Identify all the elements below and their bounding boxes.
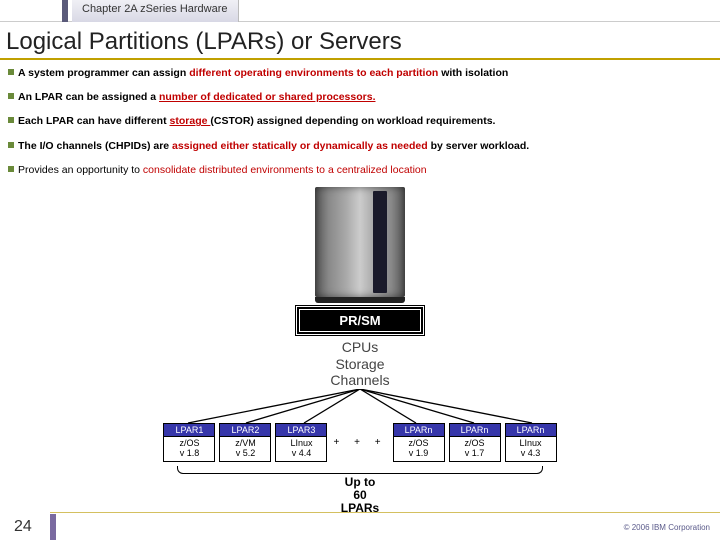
fan-lines-icon bbox=[160, 389, 560, 423]
storage-label: Storage bbox=[145, 356, 575, 373]
footer-rule bbox=[50, 512, 720, 513]
server-graphic bbox=[145, 187, 575, 302]
bullet-item: A system programmer can assign different… bbox=[8, 66, 712, 80]
lpar-name: LPARn bbox=[393, 423, 445, 437]
lpar-os: z/OSv 1.8 bbox=[163, 437, 215, 462]
lpar-os: LInuxv 4.4 bbox=[275, 437, 327, 462]
lpar-os: LInuxv 4.3 bbox=[505, 437, 557, 462]
chapter-tab: Chapter 2A zSeries Hardware bbox=[72, 0, 239, 22]
bullet-item: An LPAR can be assigned a number of dedi… bbox=[8, 90, 712, 104]
lpar-box: LPARn z/OSv 1.7 bbox=[449, 423, 501, 462]
bullet-item: The I/O channels (CHPIDs) are assigned e… bbox=[8, 139, 712, 153]
footer: 24 © 2006 IBM Corporation bbox=[0, 512, 720, 540]
brace-icon bbox=[177, 466, 543, 474]
lpar-name: LPAR2 bbox=[219, 423, 271, 437]
page-number: 24 bbox=[14, 518, 32, 536]
resource-labels: CPUs Storage Channels bbox=[145, 339, 575, 389]
lpar-row: LPAR1 z/OSv 1.8 LPAR2 z/VMv 5.2 LPAR3 LI… bbox=[145, 423, 575, 462]
lpar-diagram: PR/SM CPUs Storage Channels LPAR1 z/OSv … bbox=[145, 187, 575, 516]
cpus-label: CPUs bbox=[145, 339, 575, 356]
lpar-name: LPAR1 bbox=[163, 423, 215, 437]
lpar-name: LPARn bbox=[449, 423, 501, 437]
lpar-box: LPARn LInuxv 4.3 bbox=[505, 423, 557, 462]
lpar-box: LPAR2 z/VMv 5.2 bbox=[219, 423, 271, 462]
lpar-os: z/OSv 1.9 bbox=[393, 437, 445, 462]
ellipsis-dots: + + + bbox=[331, 437, 388, 448]
copyright-text: © 2006 IBM Corporation bbox=[624, 523, 710, 532]
mainframe-icon bbox=[315, 187, 405, 297]
lpar-os: z/OSv 1.7 bbox=[449, 437, 501, 462]
channels-label: Channels bbox=[145, 372, 575, 389]
lpar-box: LPARn z/OSv 1.9 bbox=[393, 423, 445, 462]
bullet-item: Each LPAR can have different storage (CS… bbox=[8, 114, 712, 128]
bullet-square-icon bbox=[8, 166, 14, 172]
bullet-square-icon bbox=[8, 93, 14, 99]
bullet-square-icon bbox=[8, 69, 14, 75]
page-title: Logical Partitions (LPARs) or Servers bbox=[0, 22, 720, 60]
lpar-box: LPAR1 z/OSv 1.8 bbox=[163, 423, 215, 462]
footer-accent-block bbox=[50, 514, 56, 540]
lpar-os: z/VMv 5.2 bbox=[219, 437, 271, 462]
bullet-square-icon bbox=[8, 142, 14, 148]
header-accent-block bbox=[62, 0, 68, 22]
lpar-name: LPARn bbox=[505, 423, 557, 437]
upto-caption: Up to 60 LPARs bbox=[145, 476, 575, 516]
bullet-list: A system programmer can assign different… bbox=[0, 66, 720, 177]
lpar-box: LPAR3 LInuxv 4.4 bbox=[275, 423, 327, 462]
bullet-square-icon bbox=[8, 117, 14, 123]
bullet-item: Provides an opportunity to consolidate d… bbox=[8, 163, 712, 177]
lpar-name: LPAR3 bbox=[275, 423, 327, 437]
header-bar: Chapter 2A zSeries Hardware bbox=[0, 0, 720, 22]
prsm-box: PR/SM bbox=[296, 306, 424, 335]
